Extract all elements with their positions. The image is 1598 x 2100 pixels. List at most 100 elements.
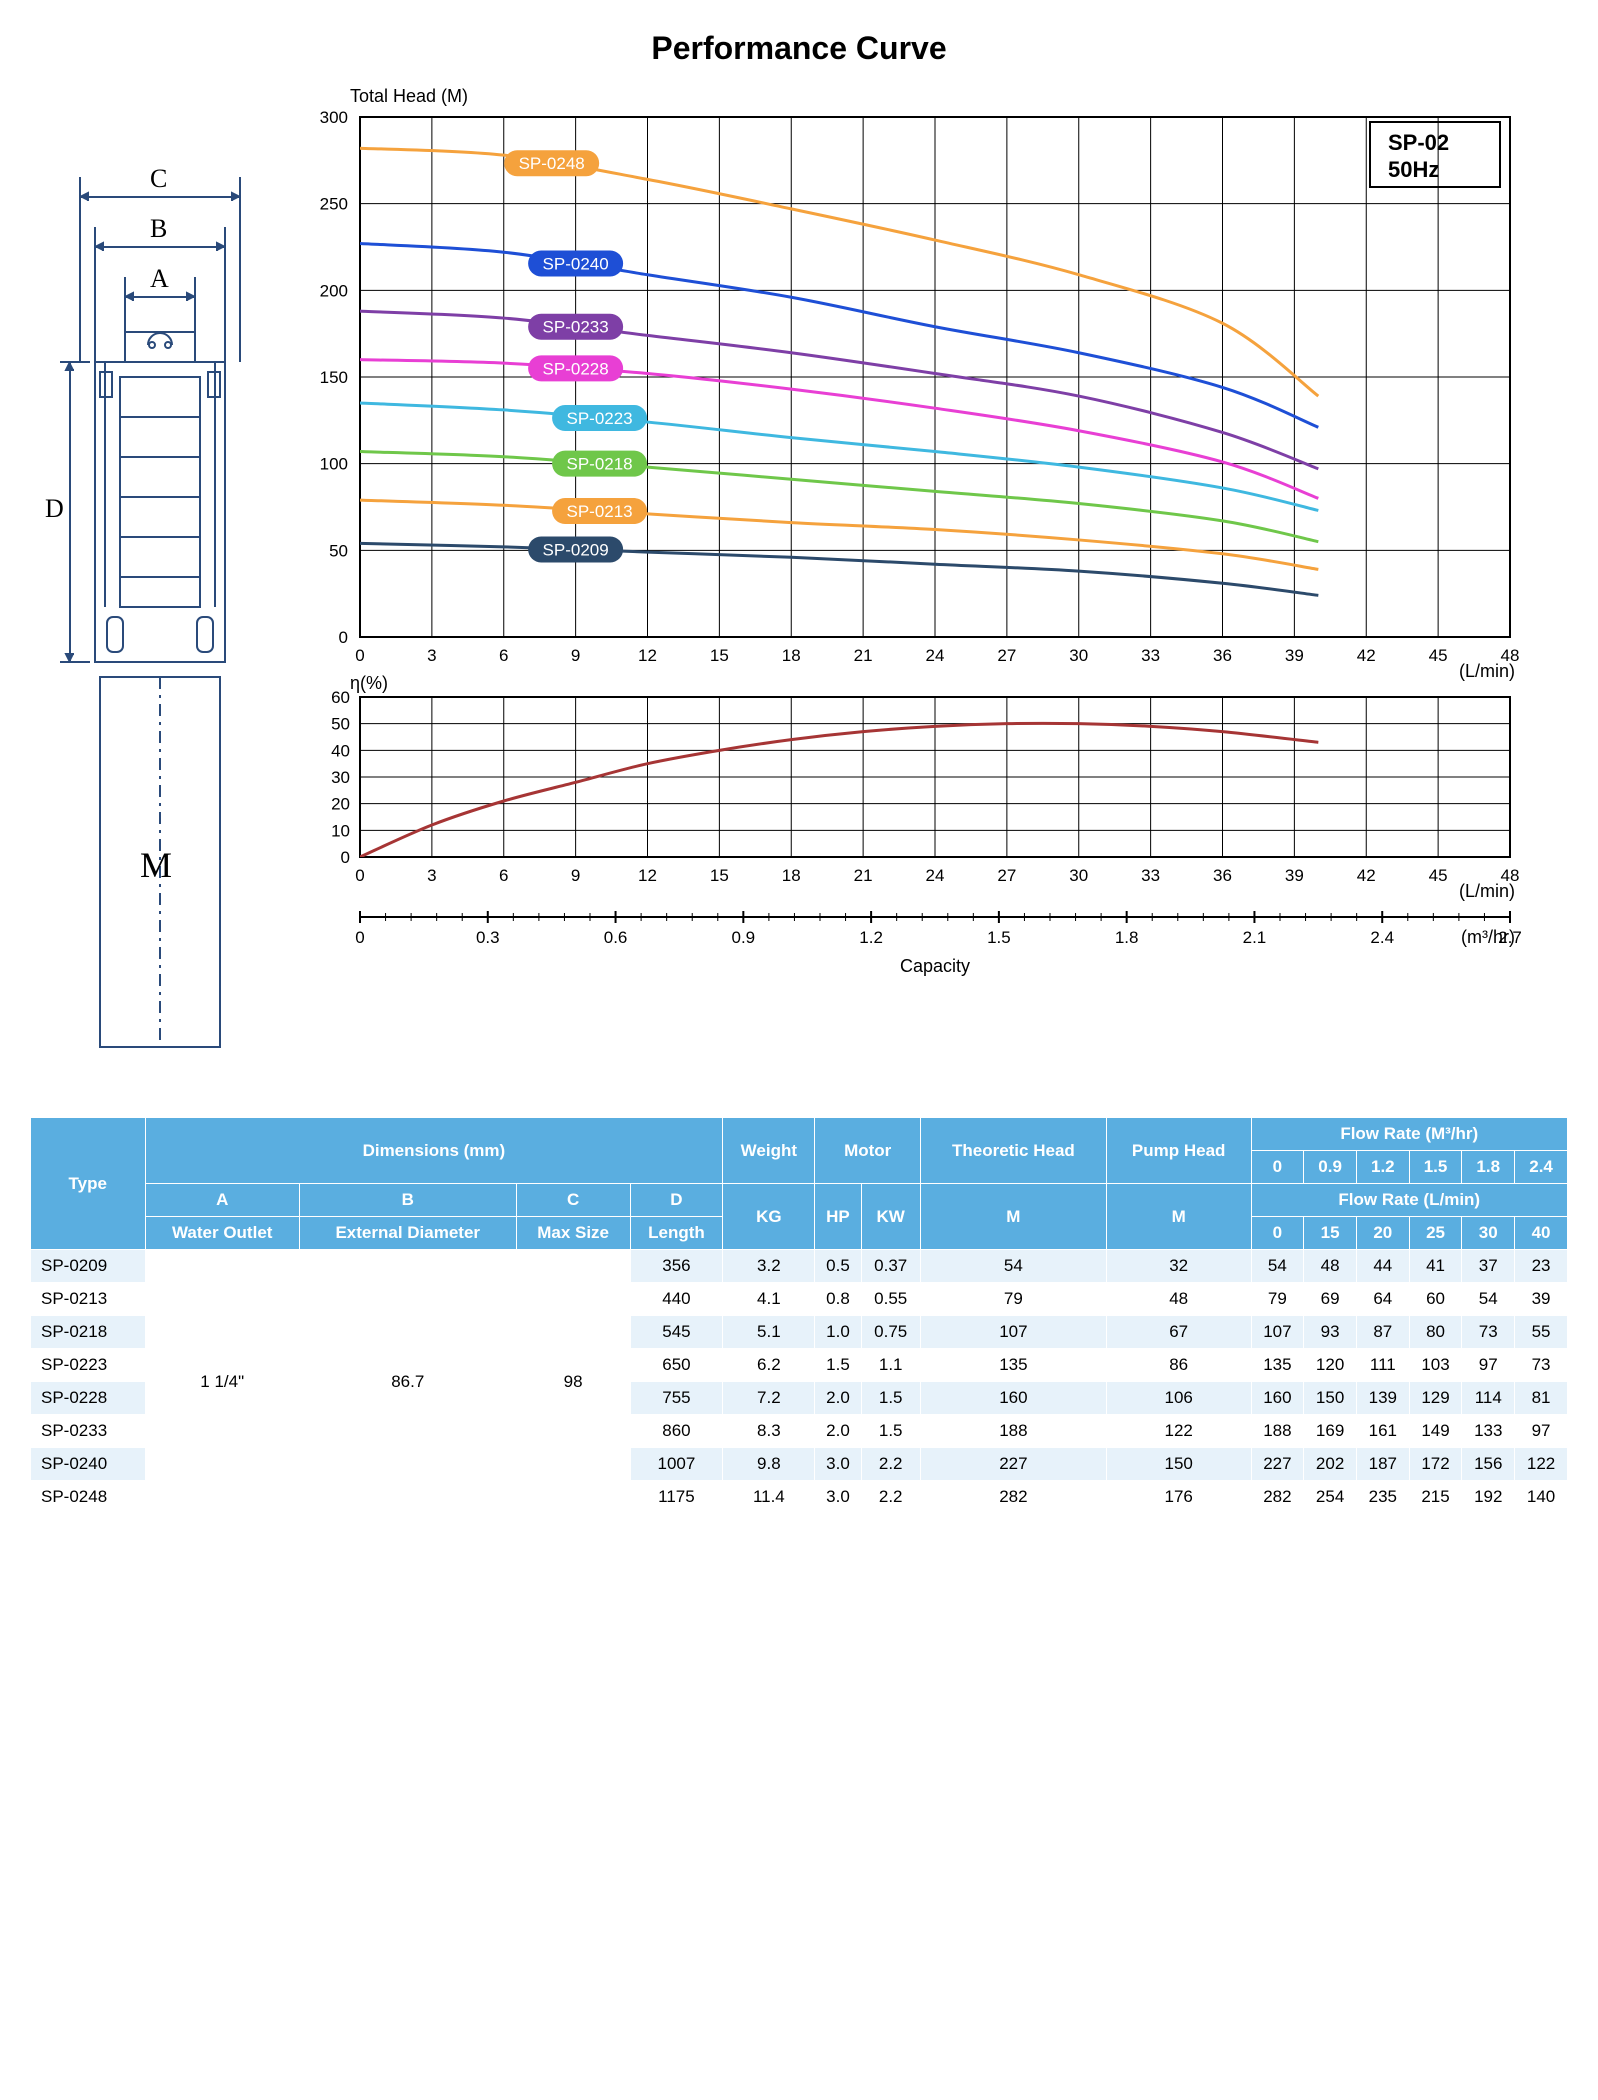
cell-kg: 6.2: [723, 1349, 815, 1382]
cell-kg: 4.1: [723, 1283, 815, 1316]
cell-hp: 2.0: [815, 1382, 861, 1415]
eff-x-tick: 0: [355, 866, 364, 885]
cell-fr: 122: [1515, 1448, 1568, 1481]
y-tick: 200: [320, 281, 348, 300]
cell-fr: 140: [1515, 1481, 1568, 1514]
cell-kg: 8.3: [723, 1415, 815, 1448]
legend-text-sp-0209: SP-0209: [543, 540, 609, 559]
th-m1: M: [920, 1184, 1106, 1250]
cell-kg: 5.1: [723, 1316, 815, 1349]
m3hr-tick: 2.4: [1370, 928, 1394, 947]
cell-fr: 169: [1304, 1415, 1357, 1448]
th-motor: Motor: [815, 1118, 920, 1184]
cell-fr: 172: [1409, 1448, 1462, 1481]
cell-th: 227: [920, 1448, 1106, 1481]
spec-table: TypeDimensions (mm)WeightMotorTheoretic …: [30, 1117, 1568, 1514]
cell-type: SP-0209: [31, 1250, 146, 1283]
cell-fr: 81: [1515, 1382, 1568, 1415]
th-a-sub: Water Outlet: [145, 1217, 299, 1250]
cell-fr: 149: [1409, 1415, 1462, 1448]
cell-fr: 73: [1462, 1316, 1515, 1349]
th-kw: KW: [861, 1184, 920, 1250]
cell-fr: 150: [1304, 1382, 1357, 1415]
cell-kg: 9.8: [723, 1448, 815, 1481]
x-tick: 39: [1285, 646, 1304, 665]
th-b-sub: External Diameter: [299, 1217, 516, 1250]
th-kg: KG: [723, 1184, 815, 1250]
legend-text-sp-0233: SP-0233: [543, 318, 609, 337]
dim-a: A: [150, 264, 169, 293]
cell-fr: 23: [1515, 1250, 1568, 1283]
cell-fr: 227: [1251, 1448, 1304, 1481]
cell-d: 1007: [630, 1448, 723, 1481]
model-box-line1: SP-02: [1388, 130, 1449, 155]
cell-fr: 39: [1515, 1283, 1568, 1316]
cell-fr: 139: [1356, 1382, 1409, 1415]
th-a: A: [145, 1184, 299, 1217]
x-tick: 42: [1357, 646, 1376, 665]
eff-x-tick: 39: [1285, 866, 1304, 885]
cell-th: 188: [920, 1415, 1106, 1448]
m3hr-tick: 0.9: [732, 928, 756, 947]
eff-x-tick: 21: [854, 866, 873, 885]
cell-b-shared: 86.7: [299, 1250, 516, 1514]
th-lmin-val: 30: [1462, 1217, 1515, 1250]
eff-x-tick: 9: [571, 866, 580, 885]
th-d: D: [630, 1184, 723, 1217]
x-tick: 36: [1213, 646, 1232, 665]
cell-fr: 215: [1409, 1481, 1462, 1514]
legend-text-sp-0213: SP-0213: [566, 502, 632, 521]
eff-y-label: η(%): [350, 673, 388, 693]
legend-text-sp-0248: SP-0248: [519, 154, 585, 173]
cell-fr: 93: [1304, 1316, 1357, 1349]
th-d-sub: Length: [630, 1217, 723, 1250]
m3hr-tick: 1.5: [987, 928, 1011, 947]
cell-fr: 133: [1462, 1415, 1515, 1448]
cell-kw: 0.37: [861, 1250, 920, 1283]
cell-fr: 54: [1251, 1250, 1304, 1283]
th-m3-val: 1.2: [1356, 1151, 1409, 1184]
cell-fr: 41: [1409, 1250, 1462, 1283]
cell-type: SP-0240: [31, 1448, 146, 1481]
eff-x-tick: 12: [638, 866, 657, 885]
th-type: Type: [31, 1118, 146, 1250]
legend-text-sp-0228: SP-0228: [543, 359, 609, 378]
eff-y-tick: 10: [331, 821, 350, 840]
cell-kg: 3.2: [723, 1250, 815, 1283]
model-box-line2: 50Hz: [1388, 157, 1439, 182]
cell-hp: 1.0: [815, 1316, 861, 1349]
x-unit-lmin: (L/min): [1459, 661, 1515, 681]
x-tick: 12: [638, 646, 657, 665]
m3hr-tick: 0.3: [476, 928, 500, 947]
top-region: C B A D M Total Head (M)SP-0250Hz0501001…: [30, 77, 1568, 1092]
x-tick: 6: [499, 646, 508, 665]
legend-text-sp-0218: SP-0218: [566, 455, 632, 474]
cell-c-shared: 98: [516, 1250, 630, 1514]
legend-text-sp-0223: SP-0223: [566, 409, 632, 428]
x-tick: 9: [571, 646, 580, 665]
eff-x-tick: 6: [499, 866, 508, 885]
eff-x-tick: 27: [997, 866, 1016, 885]
th-b: B: [299, 1184, 516, 1217]
y-tick: 150: [320, 368, 348, 387]
cell-fr: 73: [1515, 1349, 1568, 1382]
table-row: SP-02091 1/4"86.7983563.20.50.3754325448…: [31, 1250, 1568, 1283]
cell-hp: 0.5: [815, 1250, 861, 1283]
cell-fr: 161: [1356, 1415, 1409, 1448]
th-lmin-val: 0: [1251, 1217, 1304, 1250]
cell-ph: 67: [1106, 1316, 1251, 1349]
cell-d: 356: [630, 1250, 723, 1283]
cell-th: 135: [920, 1349, 1106, 1382]
cell-d: 860: [630, 1415, 723, 1448]
legend-text-sp-0240: SP-0240: [543, 254, 609, 273]
cell-fr: 55: [1515, 1316, 1568, 1349]
cell-fr: 111: [1356, 1349, 1409, 1382]
cell-fr: 187: [1356, 1448, 1409, 1481]
dim-b: B: [150, 214, 167, 243]
eff-y-tick: 60: [331, 688, 350, 707]
th-phead: Pump Head: [1106, 1118, 1251, 1184]
x-tick: 15: [710, 646, 729, 665]
m3hr-tick: 1.8: [1115, 928, 1139, 947]
th-hp: HP: [815, 1184, 861, 1250]
cell-kg: 11.4: [723, 1481, 815, 1514]
